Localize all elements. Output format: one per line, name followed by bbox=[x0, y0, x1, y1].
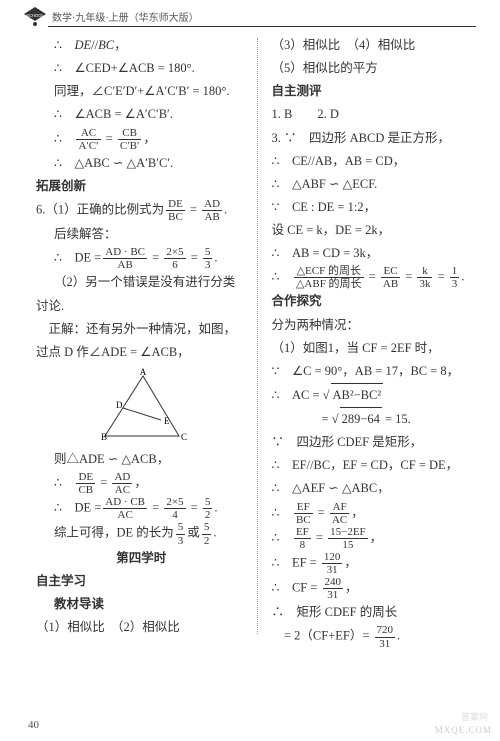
text-line: 6.（1）正确的比例式为DEBC = ADAB. bbox=[36, 198, 247, 223]
text-line: = √289−64 = 15. bbox=[272, 407, 483, 431]
text-line: = 2（CF+EF）= 72031. bbox=[272, 624, 483, 649]
page-content: ∴ DE//BC， ∴ ∠CED+∠ACB = 180°. 同理，∠C′E′D′… bbox=[0, 28, 500, 650]
text-line: ∵ 四边形 CDEF 是矩形， bbox=[272, 431, 483, 454]
text-line: ∴ CE//AB，AB = CD， bbox=[272, 150, 483, 173]
text-line: ∴ CF = 24031， bbox=[272, 576, 483, 601]
text-line: ∵ CE : DE = 1:2， bbox=[272, 196, 483, 219]
text-line: ∴ DE =AD · CBAC = 2×54 = 52. bbox=[36, 496, 247, 521]
text-line: 设 CE = k，DE = 2k， bbox=[272, 219, 483, 242]
text-line: 3. ∵ 四边形 ABCD 是正方形， bbox=[272, 127, 483, 150]
text-line: ∴ ACA′C′ = CBC′B′， bbox=[36, 127, 247, 152]
watermark-url: MXQE.COM bbox=[435, 725, 492, 735]
svg-text:D: D bbox=[116, 400, 123, 410]
text-line: ∴ △AEF ∽ △ABC， bbox=[272, 477, 483, 500]
text-line: （1）相似比 （2）相似比 bbox=[36, 616, 247, 639]
text-line: ∵ ∠C = 90°，AB = 17，BC = 8， bbox=[272, 360, 483, 383]
section-heading: 拓展创新 bbox=[36, 175, 247, 198]
text-line: ∴ EF = 12031， bbox=[272, 551, 483, 576]
svg-text:A: A bbox=[140, 368, 147, 377]
text-line: ∴ DECB = ADAC， bbox=[36, 471, 247, 496]
text-line: 讨论. bbox=[36, 295, 247, 318]
text-line: ∴ △ABF ∽ △ECF. bbox=[272, 173, 483, 196]
page-number: 40 bbox=[28, 719, 39, 731]
text-line: ∴ DE//BC， bbox=[36, 34, 247, 57]
text-line: （2）另一个错误是没有进行分类 bbox=[36, 271, 247, 294]
svg-text:SCHOOL: SCHOOL bbox=[26, 13, 44, 18]
svg-text:C: C bbox=[181, 432, 187, 442]
text-line: ∴ 矩形 CDEF 的周长 bbox=[272, 601, 483, 624]
triangle-figure: A B C D E bbox=[91, 368, 191, 446]
section-heading: 自主学习 bbox=[36, 570, 247, 593]
text-line: ∴ ∠ACB = ∠A′C′B′. bbox=[36, 103, 247, 126]
header-rule bbox=[48, 26, 476, 27]
text-line: ∴ △ECF 的周长△ABF 的周长 = ECAB = k3k = 13. bbox=[272, 265, 483, 290]
text-line: 后续解答： bbox=[36, 223, 247, 246]
watermark-text: 答案网 bbox=[461, 710, 488, 723]
svg-text:B: B bbox=[101, 432, 107, 442]
header-title: 数学·九年级·上册（华东师大版） bbox=[52, 9, 199, 24]
text-line: 正解：还有另外一种情况，如图， bbox=[36, 318, 247, 341]
text-line: 1. B 2. D bbox=[272, 103, 483, 126]
section-heading: 教材导读 bbox=[36, 593, 247, 616]
text-line: ∴ DE =AD · BCAB = 2×56 = 53. bbox=[36, 246, 247, 271]
text-line: ∴ △ABC ∽ △A′B′C′. bbox=[36, 152, 247, 175]
text-line: ∴ EFBC = AFAC， bbox=[272, 501, 483, 526]
text-line: ∴ EF8 = 15−2EF15， bbox=[272, 526, 483, 551]
left-column: ∴ DE//BC， ∴ ∠CED+∠ACB = 180°. 同理，∠C′E′D′… bbox=[36, 34, 257, 650]
section-heading: 合作探究 bbox=[272, 290, 483, 313]
section-heading: 自主测评 bbox=[272, 80, 483, 103]
page-header: SCHOOL 数学·九年级·上册（华东师大版） bbox=[0, 0, 500, 28]
right-column: （3）相似比 （4）相似比 （5）相似比的平方 自主测评 1. B 2. D 3… bbox=[258, 34, 483, 650]
text-line: 则△ADE ∽ △ACB， bbox=[36, 448, 247, 471]
svg-text:E: E bbox=[164, 416, 170, 426]
text-line: （1）如图1，当 CF = 2EF 时， bbox=[272, 337, 483, 360]
text-line: ∴ EF//BC，EF = CD，CF = DE， bbox=[272, 454, 483, 477]
school-logo-icon: SCHOOL bbox=[22, 5, 48, 27]
text-line: ∴ AC = √AB²−BC² bbox=[272, 383, 483, 407]
text-line: 过点 D 作∠ADE = ∠ACB， bbox=[36, 341, 247, 364]
text-line: 分为两种情况： bbox=[272, 314, 483, 337]
text-line: （5）相似比的平方 bbox=[272, 57, 483, 80]
text-line: ∴ ∠CED+∠ACB = 180°. bbox=[36, 57, 247, 80]
text-line: 综上可得，DE 的长为53或52. bbox=[36, 521, 247, 546]
text-line: 同理，∠C′E′D′+∠A′C′B′ = 180°. bbox=[36, 80, 247, 103]
section-heading: 第四学时 bbox=[36, 547, 247, 570]
text-line: （3）相似比 （4）相似比 bbox=[272, 34, 483, 57]
text-line: ∴ AB = CD = 3k， bbox=[272, 242, 483, 265]
